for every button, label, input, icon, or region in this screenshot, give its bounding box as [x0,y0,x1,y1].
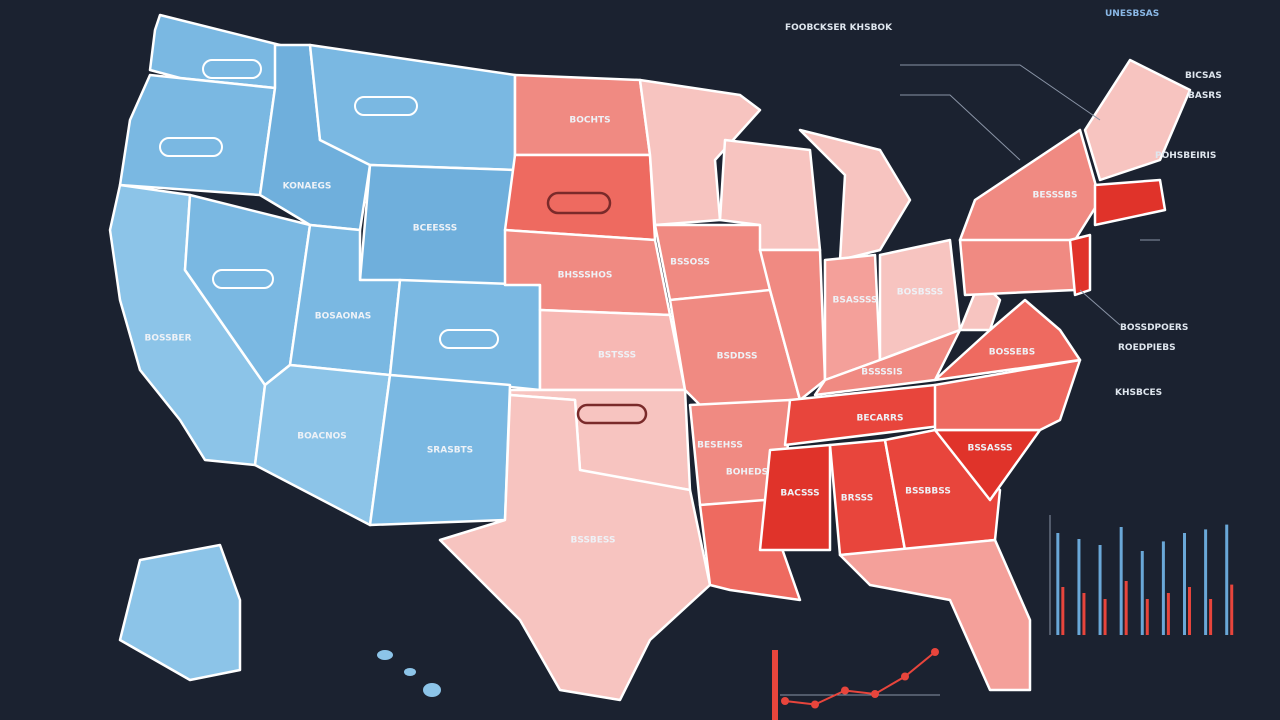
bar [1103,599,1107,635]
leader-line [1079,289,1121,326]
car-icon [439,329,499,349]
annotation: BASRS [1188,91,1222,101]
mini-bar-chart [1049,515,1234,635]
bar [1119,527,1123,635]
car-icon [546,191,612,215]
bar [1140,551,1144,635]
state-label: BSSASSS [967,444,1012,454]
bar [1082,593,1086,635]
state [813,328,962,397]
title: FOOBCKSER KHSBOK [785,23,893,33]
island [377,650,393,660]
state-label: BOSBSSS [897,288,944,298]
annotation: KHSBCES [1115,388,1162,398]
annotation: BOSSDPOERS [1120,323,1188,333]
top-right-label: UNESBSAS [1105,9,1159,19]
line-point [781,697,789,705]
state [823,253,882,382]
line-point [871,690,879,698]
state-label: BSSOSS [670,258,710,268]
state [253,363,392,527]
state-label: BESSSBS [1033,191,1078,201]
state [883,428,1002,552]
state [118,543,242,682]
state-label: BSSSSIS [861,368,902,378]
annotation: ROEDPIEBS [1118,343,1176,353]
car-icon [212,269,274,289]
state-label: BSTSSS [598,351,636,361]
state-label: BESEHSS [697,441,743,451]
state-label: BECARRS [857,414,904,424]
state-label: BRSSS [841,494,873,504]
island [423,683,441,697]
state-label: BACSSS [780,489,819,499]
car-icon [159,137,223,157]
line-point [901,672,909,681]
car-icon [576,403,648,425]
state [758,443,832,552]
leader-line [900,94,1021,161]
bar [1061,587,1065,635]
state [1093,178,1167,227]
bar [1166,593,1170,635]
bar [1098,545,1102,635]
state-label: BOCHTS [569,116,610,126]
state [798,128,912,262]
state [118,73,277,197]
state [958,128,1102,242]
state-label: BOSSEBS [989,348,1036,358]
bar [1161,541,1165,635]
car-icons [159,59,648,425]
state-label: BOSSBER [144,334,191,344]
line-point [841,686,849,695]
bar [1124,581,1128,635]
state-label: BHSSSHOS [558,271,613,281]
state-label: BOSAONAS [315,312,372,322]
state [503,153,657,242]
state-label: BOHEDS [726,468,768,478]
leader-line [900,64,1101,121]
axis-bar [772,650,778,720]
state [698,498,802,602]
car-icon [202,59,262,79]
mini-line-chart [772,648,940,720]
car-icon [354,96,418,116]
bar [1183,533,1186,635]
bar [1145,599,1149,635]
bar [1209,599,1213,635]
state-label: BSDDSS [717,352,758,362]
leader-lines [900,64,1160,326]
state [638,78,762,227]
state [838,538,1032,692]
state-label: KONAEGS [283,182,332,192]
bar [1225,524,1229,635]
line-series [784,651,936,706]
state-label: BSSBBSS [905,487,951,497]
state-label: BSSBESS [571,536,616,546]
map [108,13,1192,702]
state [758,248,827,402]
bar [1077,539,1081,635]
state [438,393,712,702]
annotation: BICSAS [1185,71,1222,81]
bar [1230,584,1234,635]
line-point [931,648,939,656]
state-label: BCEESSS [413,224,457,234]
state [1068,233,1092,297]
state-label: BSASSSS [832,296,877,306]
bar [1204,529,1208,635]
state [1083,58,1192,182]
annotation: POHSBEIRIS [1155,151,1216,161]
island [404,668,416,676]
state-label: BOACNOS [297,432,347,442]
bar [1056,533,1060,635]
bar [1188,587,1191,635]
line-point [811,700,819,709]
state [388,278,542,392]
state-label: SRASBTS [427,446,473,456]
state [933,298,1082,382]
